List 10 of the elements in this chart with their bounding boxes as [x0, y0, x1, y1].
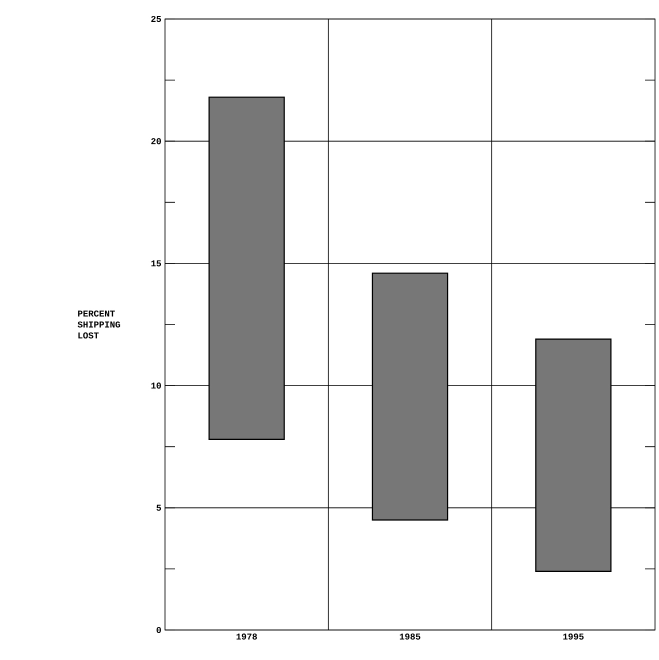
- y-tick-label: 25: [151, 16, 162, 22]
- x-tick-label: 1995: [563, 634, 584, 640]
- y-tick-label: 0: [156, 626, 161, 634]
- x-tick-label: 1985: [400, 634, 420, 640]
- y-axis-title: PERCENT SHIPPING LOST: [78, 310, 120, 338]
- y-tick-label: 10: [151, 382, 161, 389]
- y-tick-label: 5: [156, 504, 162, 511]
- y-tick-label: 15: [151, 260, 162, 266]
- y-tick-label: 20: [151, 138, 161, 144]
- x-tick-label: 1978: [236, 634, 257, 640]
